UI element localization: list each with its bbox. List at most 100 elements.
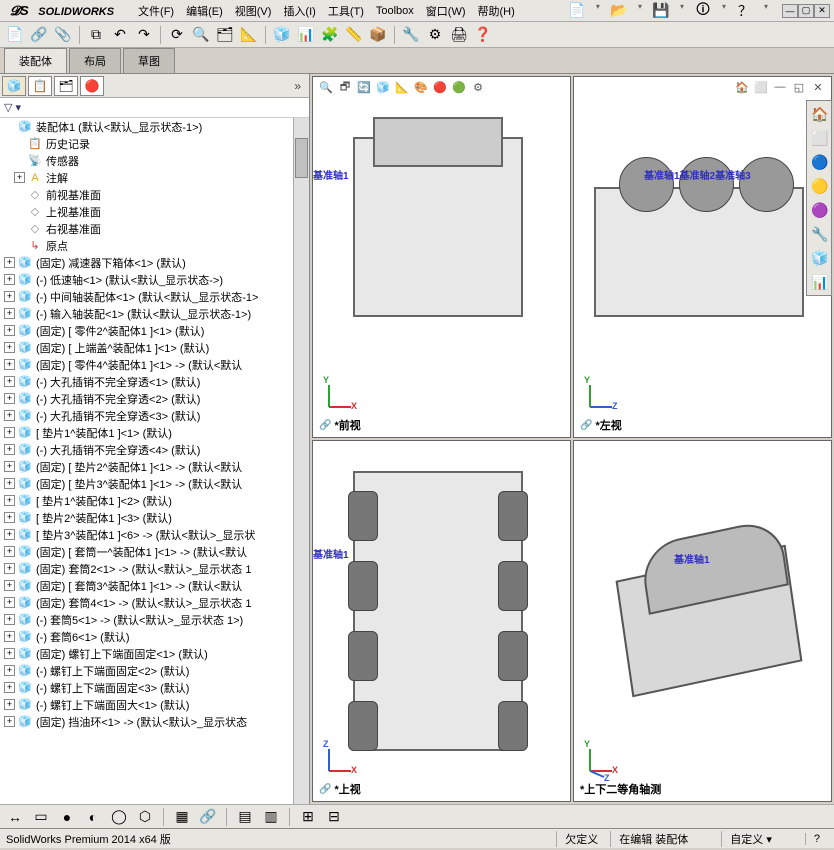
menu-view[interactable]: 视图(V) — [229, 1, 278, 21]
tree-row[interactable]: +🧊(-) 套筒5<1> -> (默认<默认>_显示状态 1>) — [0, 611, 309, 628]
bottom-tool-1[interactable]: ▭ — [30, 806, 52, 828]
tree-row[interactable]: ◇前视基准面 — [0, 186, 309, 203]
toolbar-btn-11[interactable]: 📊 — [295, 24, 317, 46]
bottom-tool-2[interactable]: ● — [56, 806, 78, 828]
close-button[interactable]: ✕ — [814, 4, 830, 18]
side-tool-5[interactable]: 🔧 — [809, 223, 831, 245]
expand-icon[interactable]: + — [4, 665, 15, 676]
vp-tool-2[interactable]: 🔄 — [355, 79, 373, 95]
tree-row[interactable]: +A注解 — [0, 169, 309, 186]
vp-winctl-1[interactable]: ⬜ — [752, 79, 770, 95]
bottom-tool-14[interactable]: ⊟ — [323, 806, 345, 828]
tree-row[interactable]: +🧊(-) 螺钉上下端面固大<1> (默认) — [0, 696, 309, 713]
menu-icon-3[interactable]: 🛈 — [692, 0, 714, 22]
tree-row[interactable]: +🧊(固定) [ 垫片3^装配体1 ]<1> -> (默认<默认 — [0, 475, 309, 492]
expand-icon[interactable]: + — [4, 461, 15, 472]
vp-tool-0[interactable]: 🔍 — [317, 79, 335, 95]
toolbar-btn-17[interactable]: 🖨 — [448, 24, 470, 46]
bottom-tool-0[interactable]: ↔ — [4, 806, 26, 828]
toolbar-btn-3[interactable]: ⧉ — [85, 24, 107, 46]
expand-icon[interactable]: + — [4, 682, 15, 693]
toolbar-btn-1[interactable]: 🔗 — [28, 24, 50, 46]
vp-tool-4[interactable]: 📐 — [393, 79, 411, 95]
maximize-button[interactable]: ▢ — [798, 4, 814, 18]
tree-row[interactable]: +🧊(固定) [ 零件4^装配体1 ]<1> -> (默认<默认 — [0, 356, 309, 373]
toolbar-btn-10[interactable]: 🧊 — [271, 24, 293, 46]
toolbar-btn-5[interactable]: ↷ — [133, 24, 155, 46]
vp-winctl-3[interactable]: ◱ — [790, 79, 808, 95]
expand-icon[interactable]: + — [4, 614, 15, 625]
side-tool-2[interactable]: 🔵 — [809, 151, 831, 173]
expand-icon[interactable]: + — [4, 342, 15, 353]
expand-icon[interactable]: + — [4, 546, 15, 557]
toolbar-btn-14[interactable]: 📦 — [367, 24, 389, 46]
side-tool-3[interactable]: 🟡 — [809, 175, 831, 197]
tree-row[interactable]: +🧊[ 垫片1^装配体1 ]<1> (默认) — [0, 424, 309, 441]
toolbar-btn-13[interactable]: 📏 — [343, 24, 365, 46]
bottom-tool-7[interactable]: ▦ — [171, 806, 193, 828]
viewport-1[interactable]: 🏠⬜—◱✕基准轴1基准轴2基准轴3ZY🔗*左视 — [573, 76, 832, 438]
tree-row[interactable]: +🧊(-) 大孔插销不完全穿透<2> (默认) — [0, 390, 309, 407]
vp-tool-5[interactable]: 🎨 — [412, 79, 430, 95]
toolbar-btn-15[interactable]: 🔧 — [400, 24, 422, 46]
tree-row[interactable]: +🧊(-) 输入轴装配<1> (默认<默认_显示状态-1>) — [0, 305, 309, 322]
feature-tree[interactable]: 🧊装配体1 (默认<默认_显示状态-1>)📋历史记录📡传感器+A注解◇前视基准面… — [0, 118, 309, 804]
tree-row[interactable]: +🧊(-) 大孔插销不完全穿透<3> (默认) — [0, 407, 309, 424]
tab-layout[interactable]: 布局 — [69, 48, 121, 73]
filter-bar[interactable]: ▽ ▾ — [0, 98, 309, 118]
menu-tools[interactable]: 工具(T) — [322, 1, 370, 21]
expand-icon[interactable]: + — [4, 648, 15, 659]
vp-winctl-0[interactable]: 🏠 — [733, 79, 751, 95]
tree-row[interactable]: +🧊(固定) [ 上端盖^装配体1 ]<1> (默认) — [0, 339, 309, 356]
status-custom[interactable]: 自定义 ▾ — [721, 831, 780, 847]
toolbar-btn-4[interactable]: ↶ — [109, 24, 131, 46]
panel-tab-appearance[interactable]: 🔴 — [80, 76, 104, 96]
bottom-tool-3[interactable]: ◐ — [82, 806, 104, 828]
vp-tool-7[interactable]: 🟢 — [450, 79, 468, 95]
toolbar-btn-6[interactable]: ⟳ — [166, 24, 188, 46]
menu-toolbox[interactable]: Toolbox — [370, 3, 420, 19]
expand-icon[interactable]: + — [4, 563, 15, 574]
tree-row[interactable]: +🧊(固定) [ 垫片2^装配体1 ]<1> -> (默认<默认 — [0, 458, 309, 475]
tree-row[interactable]: +🧊[ 垫片3^装配体1 ]<6> -> (默认<默认>_显示状 — [0, 526, 309, 543]
expand-icon[interactable]: + — [4, 410, 15, 421]
side-tool-1[interactable]: ⬜ — [809, 127, 831, 149]
toolbar-btn-18[interactable]: ❓ — [472, 24, 494, 46]
expand-icon[interactable]: + — [4, 444, 15, 455]
side-tool-4[interactable]: 🟣 — [809, 199, 831, 221]
expand-icon[interactable]: + — [14, 172, 25, 183]
expand-icon[interactable]: + — [4, 291, 15, 302]
expand-icon[interactable]: + — [4, 631, 15, 642]
tree-row[interactable]: +🧊(-) 中间轴装配体<1> (默认<默认_显示状态-1> — [0, 288, 309, 305]
menu-help[interactable]: 帮助(H) — [472, 1, 521, 21]
tree-row[interactable]: +🧊(固定) 减速器下箱体<1> (默认) — [0, 254, 309, 271]
tree-row[interactable]: +🧊(固定) 螺钉上下端面固定<1> (默认) — [0, 645, 309, 662]
tree-row[interactable]: +🧊(-) 低速轴<1> (默认<默认_显示状态->) — [0, 271, 309, 288]
tree-row[interactable]: ◇右视基准面 — [0, 220, 309, 237]
vp-tool-1[interactable]: 🗗 — [336, 79, 354, 95]
expand-icon[interactable]: + — [4, 580, 15, 591]
vp-tool-6[interactable]: 🔴 — [431, 79, 449, 95]
toolbar-btn-2[interactable]: 📎 — [52, 24, 74, 46]
viewport-2[interactable]: 基准轴1XZ🔗*上视 — [312, 440, 571, 802]
bottom-tool-13[interactable]: ⊞ — [297, 806, 319, 828]
vp-tool-8[interactable]: ⚙ — [469, 79, 487, 95]
tree-row[interactable]: +🧊(-) 螺钉上下端面固定<2> (默认) — [0, 662, 309, 679]
menu-edit[interactable]: 编辑(E) — [180, 1, 229, 21]
tree-row[interactable]: ↳原点 — [0, 237, 309, 254]
tree-scrollbar[interactable] — [293, 118, 309, 804]
side-tool-0[interactable]: 🏠 — [809, 103, 831, 125]
tree-row[interactable]: +🧊(-) 大孔插销不完全穿透<4> (默认) — [0, 441, 309, 458]
toolbar-btn-0[interactable]: 📄 — [4, 24, 26, 46]
panel-collapse-icon[interactable]: » — [288, 79, 307, 93]
panel-tab-display[interactable]: 🗂 — [54, 76, 78, 96]
tree-row[interactable]: ◇上视基准面 — [0, 203, 309, 220]
expand-icon[interactable]: + — [4, 359, 15, 370]
toolbar-btn-16[interactable]: ⚙ — [424, 24, 446, 46]
bottom-tool-8[interactable]: 🔗 — [197, 806, 219, 828]
expand-icon[interactable]: + — [4, 257, 15, 268]
tree-row[interactable]: +🧊(固定) [ 套筒3^装配体1 ]<1> -> (默认<默认 — [0, 577, 309, 594]
menu-insert[interactable]: 插入(I) — [277, 1, 321, 21]
tree-row[interactable]: +🧊(固定) [ 套筒一^装配体1 ]<1> -> (默认<默认 — [0, 543, 309, 560]
tree-row[interactable]: +🧊(-) 套筒6<1> (默认) — [0, 628, 309, 645]
